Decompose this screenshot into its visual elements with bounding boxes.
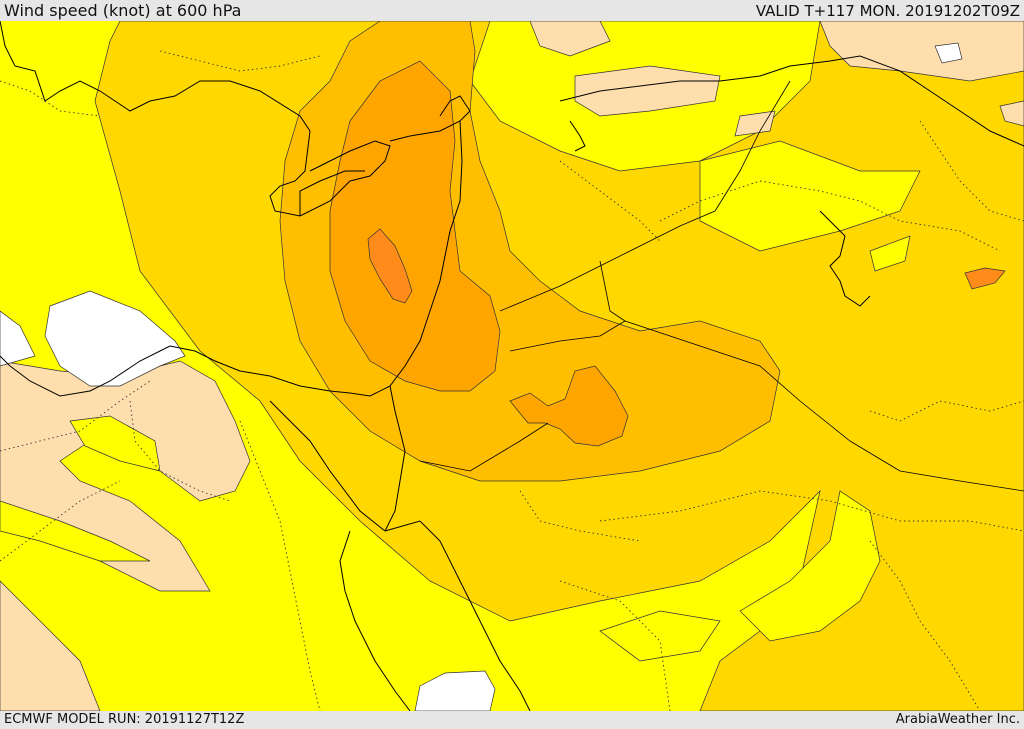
map-title: Wind speed (knot) at 600 hPa <box>4 1 242 20</box>
speed-band-region <box>69 415 161 472</box>
speed-band-region <box>44 290 186 387</box>
speed-band-region <box>999 100 1024 127</box>
speed-band-region <box>869 235 911 272</box>
speed-band-region <box>509 365 629 447</box>
administrative-borders <box>0 50 1024 711</box>
speed-band-region <box>599 610 721 662</box>
model-run-label: ECMWF MODEL RUN: 20191127T12Z <box>4 712 245 727</box>
speed-band-region <box>699 140 921 252</box>
wind-speed-map <box>0 21 1024 711</box>
credit-label: ArabiaWeather Inc. <box>895 712 1020 727</box>
speed-band-region <box>0 310 36 367</box>
coastline <box>0 21 1024 711</box>
speed-band-region <box>964 267 1006 290</box>
speed-band-region <box>367 228 413 304</box>
valid-time-label: VALID T+117 MON. 20191202T09Z <box>755 2 1020 20</box>
map-footer: ECMWF MODEL RUN: 20191127T12Z ArabiaWeat… <box>0 711 1024 729</box>
speed-band-region <box>329 60 501 392</box>
political-borders <box>419 80 1024 492</box>
speed-band-region <box>739 490 881 642</box>
speed-band-region <box>734 110 776 137</box>
speed-band-region <box>0 500 151 562</box>
speed-band-region <box>934 42 963 64</box>
speed-band-region <box>0 580 101 711</box>
speed-band-region <box>574 65 721 117</box>
speed-band-region <box>414 670 496 711</box>
speed-band-region <box>819 21 1024 82</box>
map-header: Wind speed (knot) at 600 hPa VALID T+117… <box>0 0 1024 21</box>
speed-band-region <box>529 21 611 57</box>
